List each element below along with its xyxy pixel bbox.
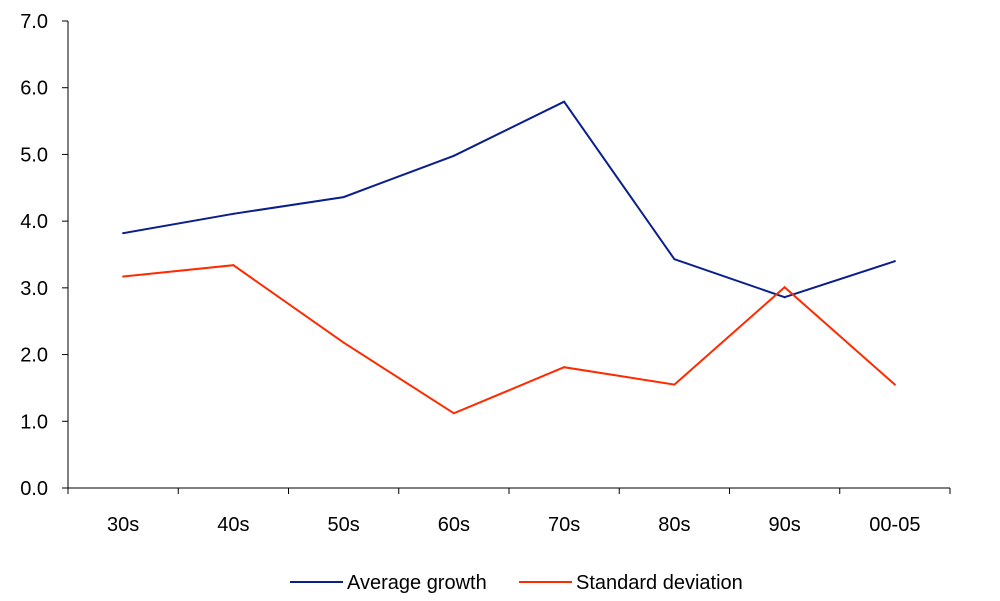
y-tick-label: 7.0 — [20, 11, 48, 33]
data-point — [452, 154, 455, 157]
y-tick-label: 2.0 — [20, 345, 48, 367]
data-point — [893, 260, 896, 263]
data-point — [893, 383, 896, 386]
y-tick-label: 0.0 — [20, 478, 48, 500]
data-point — [232, 264, 235, 267]
x-tick-label: 80s — [658, 514, 690, 536]
data-point — [342, 341, 345, 344]
data-point — [122, 275, 125, 278]
y-tick-label: 1.0 — [20, 411, 48, 433]
data-point — [452, 412, 455, 415]
x-tick-labels: 30s 40s 50s 60s 70s 80s 90s 00-05 — [107, 514, 920, 536]
data-point — [673, 258, 676, 261]
legend-label: Standard deviation — [576, 572, 743, 594]
x-tick-label: 30s — [107, 514, 139, 536]
y-tick-label: 3.0 — [20, 278, 48, 300]
x-tick-label: 50s — [328, 514, 360, 536]
data-point — [342, 196, 345, 199]
data-point — [783, 286, 786, 289]
series-line-standard-deviation — [122, 264, 896, 415]
y-tick-label: 6.0 — [20, 78, 48, 100]
series-line-average-growth — [122, 100, 896, 299]
series-lines — [122, 100, 896, 415]
y-tick-labels: 0.0 1.0 2.0 3.0 4.0 5.0 6.0 7.0 — [20, 11, 48, 500]
data-point — [563, 366, 566, 369]
data-point — [563, 100, 566, 103]
y-tick-label: 5.0 — [20, 144, 48, 166]
x-tick-label: 00-05 — [869, 514, 920, 536]
legend-label: Average growth — [347, 572, 487, 594]
y-tick-label: 4.0 — [20, 211, 48, 233]
x-tick-label: 70s — [548, 514, 580, 536]
x-tick-label: 90s — [769, 514, 801, 536]
data-point — [673, 383, 676, 386]
data-point — [783, 296, 786, 299]
legend: Average growth Standard deviation — [290, 572, 743, 594]
data-point — [122, 232, 125, 235]
x-tick-label: 60s — [438, 514, 470, 536]
data-point — [232, 212, 235, 215]
x-tick-label: 40s — [217, 514, 249, 536]
axes — [62, 20, 951, 494]
